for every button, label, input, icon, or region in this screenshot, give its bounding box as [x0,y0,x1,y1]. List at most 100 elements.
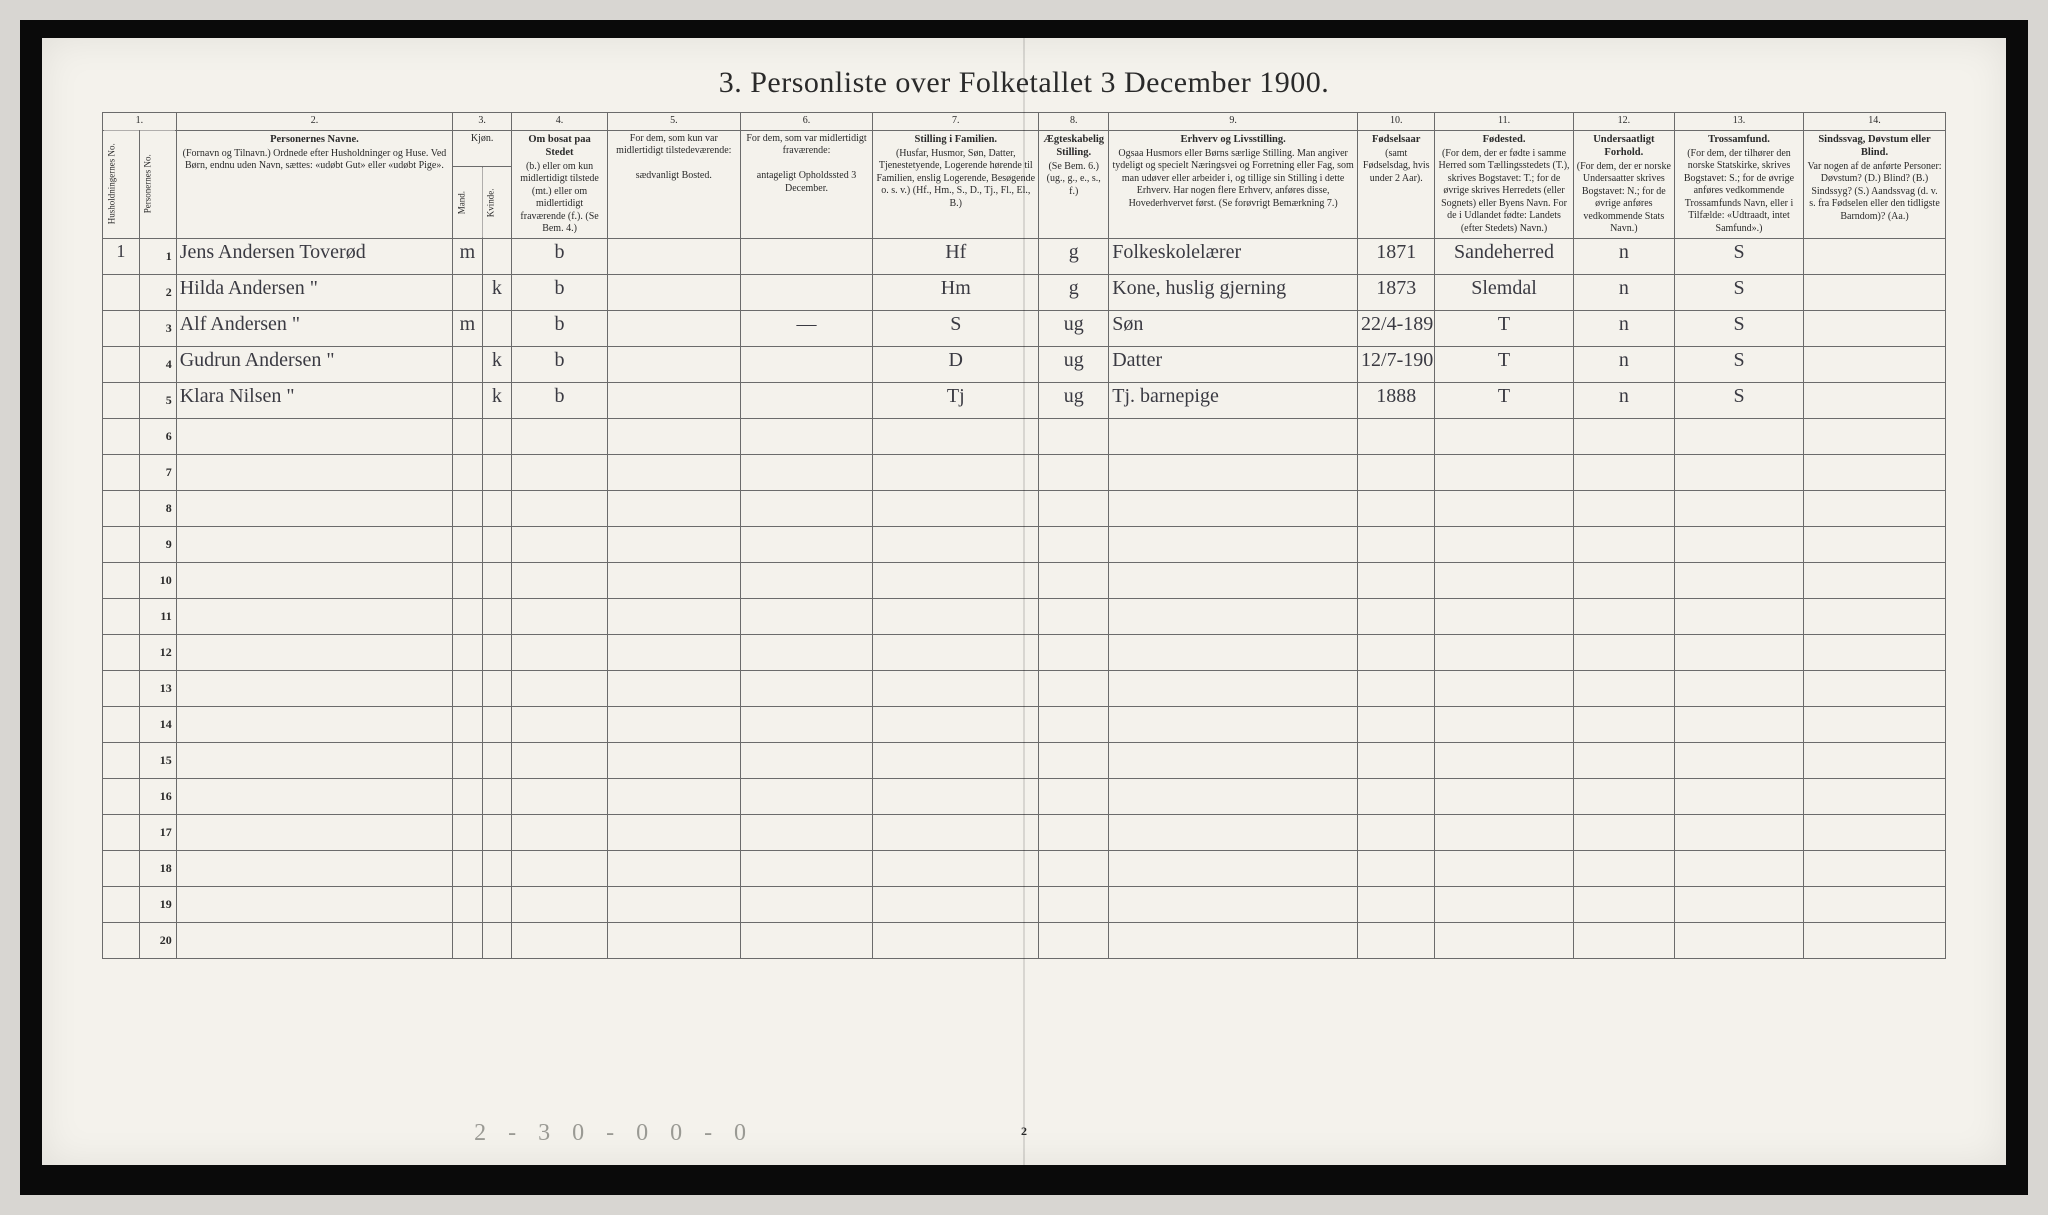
cell-empty [1435,922,1573,958]
cell-empty [873,886,1039,922]
cell-empty [1804,814,1946,850]
scan-frame: 3. Personliste over Folketallet 3 Decemb… [20,20,2028,1195]
cell-empty [1358,850,1435,886]
cell-empty [512,634,608,670]
cell-no: 6 [139,418,176,454]
pencil-annotation: 2 - 3 0 - 0 0 - 0 [474,1120,754,1147]
cell-male: m [453,238,482,274]
cell-empty [740,526,873,562]
cell-no: 19 [139,886,176,922]
cell-empty [453,634,482,670]
page-title: 3. Personliste over Folketallet 3 Decemb… [102,66,1946,100]
cell-empty [176,886,452,922]
cell-empty [453,742,482,778]
census-table: 1. 2. 3. 4. 5. 6. 7. 8. 9. 10. 11. 12. 1… [102,112,1946,959]
hdr-hh-no: Husholdningernes No. [103,130,140,238]
cell-empty [1039,850,1109,886]
cell-empty [1573,814,1674,850]
table-row: 5Klara Nilsen "kbTjugTj. barnepige1888Tn… [103,382,1946,418]
hdr-c11-title: Fødested. [1438,133,1569,146]
cell-occupation: Søn [1109,310,1358,346]
cell-male [453,274,482,310]
document-paper: 3. Personliste over Folketallet 3 Decemb… [42,38,2006,1165]
cell-empty [453,850,482,886]
cell-empty [1435,742,1573,778]
cell-empty [740,814,873,850]
colnum-13: 13. [1675,113,1804,131]
cell-empty [873,562,1039,598]
cell-hh [103,670,140,706]
cell-empty [176,490,452,526]
cell-occupation: Datter [1109,346,1358,382]
cell-hh: 1 [103,238,140,274]
cell-empty [1109,490,1358,526]
cell-empty [1435,886,1573,922]
hdr-c13-title: Trossamfund. [1678,133,1800,146]
cell-empty [453,706,482,742]
cell-empty [482,778,511,814]
cell-family: Hf [873,238,1039,274]
hdr-res-body: (b.) eller om kun midlertidigt tilstede … [520,161,599,235]
table-row-empty: 14 [103,706,1946,742]
hdr-occupation: Erhverv og Livsstilling. Ogsaa Husmors e… [1109,130,1358,238]
cell-empty [1675,454,1804,490]
cell-empty [1675,742,1804,778]
cell-empty [1109,886,1358,922]
table-row-empty: 12 [103,634,1946,670]
cell-c6 [740,346,873,382]
cell-empty [607,670,740,706]
cell-empty [1039,922,1109,958]
cell-empty [1804,562,1946,598]
cell-disability [1804,310,1946,346]
cell-empty [1804,922,1946,958]
cell-empty [1358,454,1435,490]
cell-empty [1039,454,1109,490]
cell-empty [1675,634,1804,670]
cell-empty [1573,850,1674,886]
cell-empty [176,670,452,706]
cell-no: 16 [139,778,176,814]
table-row: 2Hilda Andersen "kbHmgKone, huslig gjern… [103,274,1946,310]
table-row: 3Alf Andersen "mb—SugSøn22/4-1899TnS [103,310,1946,346]
cell-empty [873,598,1039,634]
cell-empty [512,778,608,814]
cell-empty [176,526,452,562]
cell-empty [1804,526,1946,562]
cell-empty [482,526,511,562]
cell-empty [607,598,740,634]
hdr-female: Kvinde. [482,167,511,238]
cell-empty [1435,634,1573,670]
cell-empty [482,490,511,526]
cell-religion: S [1675,346,1804,382]
cell-empty [1039,742,1109,778]
cell-empty [873,742,1039,778]
hdr-birthyear: Fødselsaar (samt Fødselsdag, hvis under … [1358,130,1435,238]
cell-no: 17 [139,814,176,850]
cell-empty [482,814,511,850]
cell-birthplace: T [1435,382,1573,418]
cell-empty [453,418,482,454]
cell-empty [1804,490,1946,526]
cell-empty [512,706,608,742]
cell-female: k [482,346,511,382]
table-row-empty: 17 [103,814,1946,850]
cell-no: 1 [139,238,176,274]
cell-empty [1358,490,1435,526]
cell-empty [1675,706,1804,742]
cell-empty [482,562,511,598]
cell-empty [1675,922,1804,958]
cell-hh [103,634,140,670]
cell-hh [103,562,140,598]
colnum-7: 7. [873,113,1039,131]
cell-nationality: n [1573,310,1674,346]
cell-empty [176,850,452,886]
cell-empty [176,778,452,814]
hdr-person-no: Personernes No. [139,130,176,238]
cell-residence: b [512,274,608,310]
cell-empty [740,634,873,670]
cell-empty [1435,850,1573,886]
cell-name: Alf Andersen " [176,310,452,346]
colnum-14: 14. [1804,113,1946,131]
hdr-c8-body: (Se Bem. 6.) (ug., g., e., s., f.) [1047,161,1101,197]
cell-empty [740,454,873,490]
